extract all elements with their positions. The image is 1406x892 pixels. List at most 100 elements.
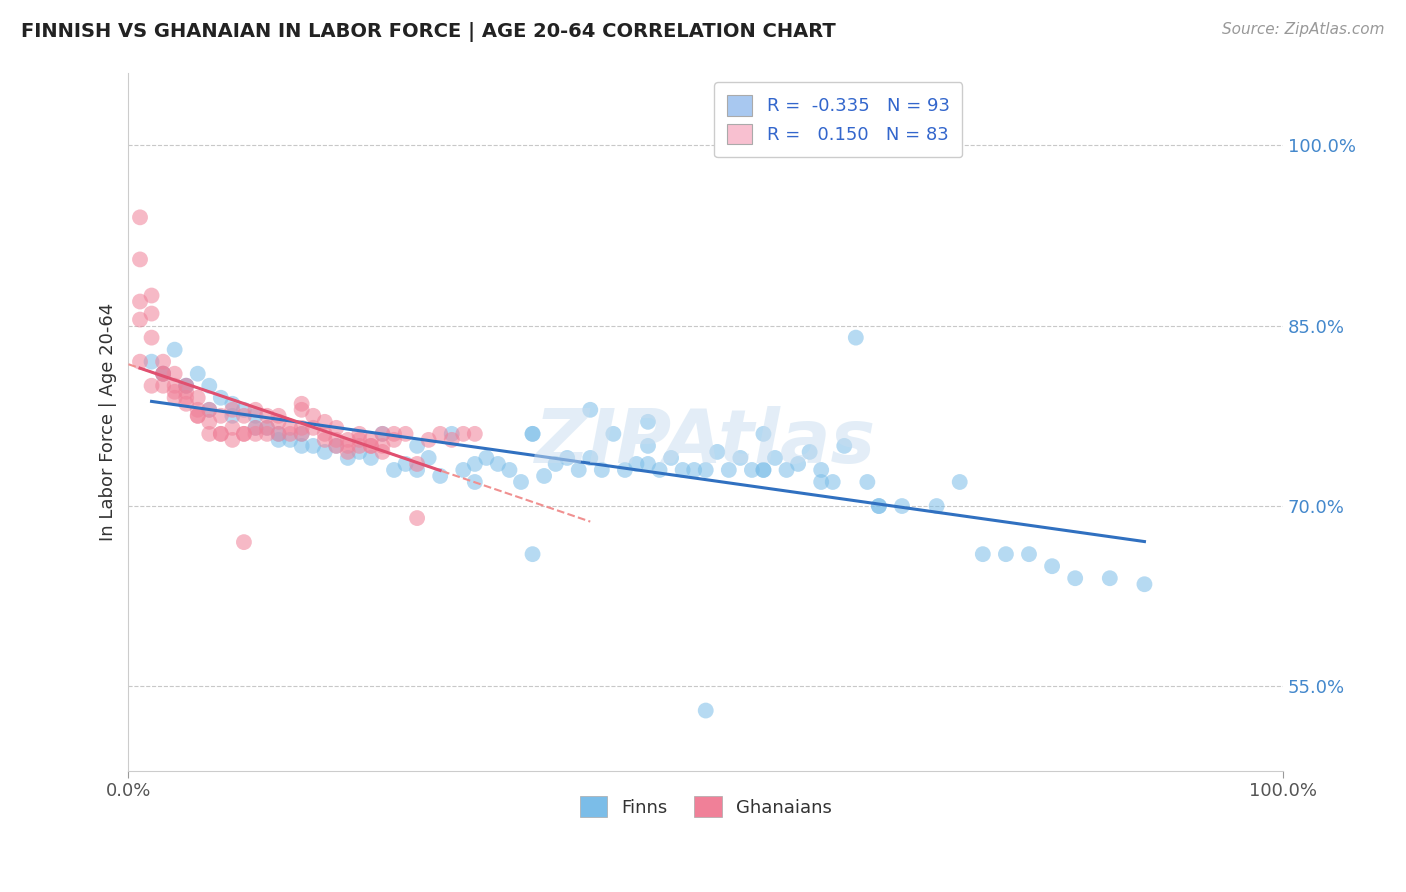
Point: [810, 463, 832, 477]
Point: [129, 312, 152, 326]
Point: [232, 426, 254, 441]
Point: [371, 439, 394, 453]
Point: [1018, 547, 1040, 561]
Point: [659, 450, 682, 465]
Point: [302, 409, 325, 423]
Point: [187, 402, 209, 417]
Point: [291, 439, 314, 453]
Point: [278, 426, 301, 441]
Point: [187, 367, 209, 381]
Point: [187, 409, 209, 423]
Point: [787, 457, 810, 471]
Point: [314, 415, 336, 429]
Point: [925, 499, 948, 513]
Point: [637, 457, 659, 471]
Point: [349, 433, 371, 447]
Point: [198, 378, 221, 392]
Point: [763, 450, 786, 465]
Point: [187, 391, 209, 405]
Point: [544, 457, 567, 471]
Point: [394, 457, 416, 471]
Point: [891, 499, 914, 513]
Point: [382, 433, 405, 447]
Point: [453, 463, 475, 477]
Point: [256, 426, 278, 441]
Point: [994, 547, 1017, 561]
Point: [278, 421, 301, 435]
Point: [845, 331, 868, 345]
Point: [152, 367, 174, 381]
Point: [672, 463, 695, 477]
Point: [533, 469, 555, 483]
Point: [706, 445, 728, 459]
Point: [821, 475, 844, 489]
Point: [349, 445, 371, 459]
Point: [129, 354, 152, 368]
Point: [256, 421, 278, 435]
Point: [163, 391, 186, 405]
Point: [637, 415, 659, 429]
Point: [429, 426, 451, 441]
Point: [406, 439, 429, 453]
Point: [221, 397, 243, 411]
Point: [464, 457, 486, 471]
Point: [129, 252, 152, 267]
Point: [198, 426, 221, 441]
Point: [406, 511, 429, 525]
Point: [232, 402, 254, 417]
Point: [464, 426, 486, 441]
Point: [418, 450, 440, 465]
Point: [174, 397, 197, 411]
Point: [174, 378, 197, 392]
Point: [695, 704, 717, 718]
Point: [406, 457, 429, 471]
Point: [174, 378, 197, 392]
Point: [129, 211, 152, 225]
Point: [221, 433, 243, 447]
Point: [163, 343, 186, 357]
Point: [752, 463, 775, 477]
Point: [152, 367, 174, 381]
Point: [174, 378, 197, 392]
Point: [371, 426, 394, 441]
Point: [198, 415, 221, 429]
Point: [394, 426, 416, 441]
Y-axis label: In Labor Force | Age 20-64: In Labor Force | Age 20-64: [100, 302, 117, 541]
Point: [325, 421, 347, 435]
Point: [129, 294, 152, 309]
Point: [418, 433, 440, 447]
Point: [522, 426, 544, 441]
Point: [775, 463, 797, 477]
Point: [232, 535, 254, 549]
Point: [810, 475, 832, 489]
Point: [613, 463, 636, 477]
Point: [232, 409, 254, 423]
Point: [799, 445, 821, 459]
Point: [522, 547, 544, 561]
Point: [752, 426, 775, 441]
Point: [267, 426, 290, 441]
Point: [141, 354, 163, 368]
Point: [637, 439, 659, 453]
Point: [267, 433, 290, 447]
Point: [267, 409, 290, 423]
Point: [336, 445, 359, 459]
Legend: Finns, Ghanaians: Finns, Ghanaians: [572, 789, 839, 824]
Point: [360, 433, 382, 447]
Point: [245, 402, 267, 417]
Point: [752, 463, 775, 477]
Point: [522, 426, 544, 441]
Text: FINNISH VS GHANAIAN IN LABOR FORCE | AGE 20-64 CORRELATION CHART: FINNISH VS GHANAIAN IN LABOR FORCE | AGE…: [21, 22, 835, 42]
Point: [198, 402, 221, 417]
Point: [382, 426, 405, 441]
Point: [221, 421, 243, 435]
Point: [382, 463, 405, 477]
Point: [717, 463, 740, 477]
Point: [1098, 571, 1121, 585]
Point: [440, 433, 463, 447]
Point: [174, 391, 197, 405]
Point: [245, 409, 267, 423]
Point: [302, 421, 325, 435]
Point: [579, 450, 602, 465]
Point: [336, 439, 359, 453]
